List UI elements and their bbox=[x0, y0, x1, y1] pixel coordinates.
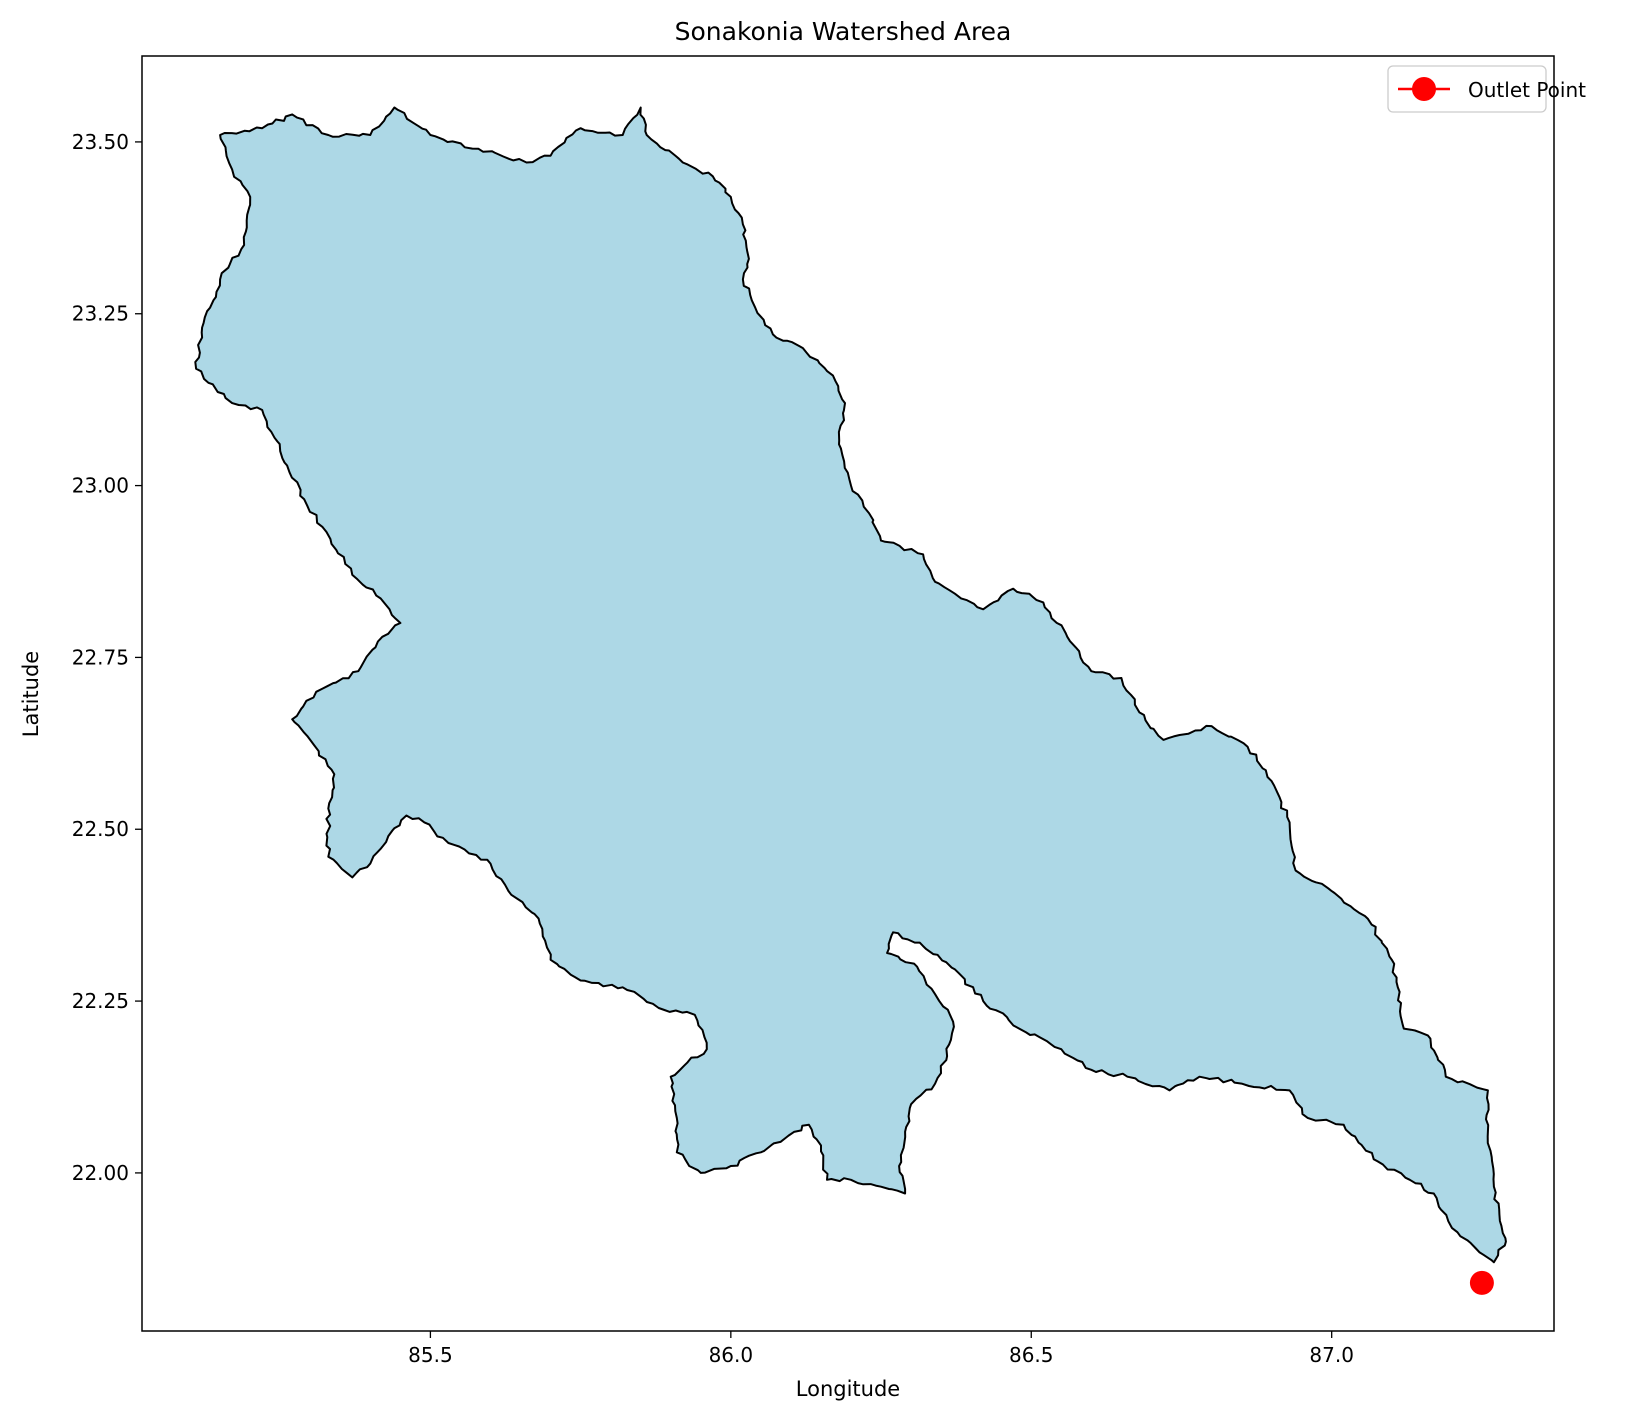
x-axis-ticks: 85.5 86.0 86.5 87.0 bbox=[408, 1331, 1354, 1367]
y-tick-label: 23.00 bbox=[72, 474, 129, 498]
y-tick-label: 22.50 bbox=[72, 817, 129, 841]
y-axis-label: Latitude bbox=[19, 651, 43, 737]
legend-box bbox=[1387, 65, 1547, 113]
x-axis-label: Longitude bbox=[796, 1377, 900, 1401]
x-tick-label: 87.0 bbox=[1309, 1343, 1354, 1367]
x-tick-label: 86.0 bbox=[709, 1343, 754, 1367]
watershed-polygon bbox=[194, 106, 1507, 1264]
x-tick-label: 85.5 bbox=[408, 1343, 453, 1367]
outlet-layer bbox=[1469, 1270, 1494, 1295]
x-tick-label: 86.5 bbox=[1009, 1343, 1054, 1367]
y-tick-label: 22.00 bbox=[72, 1161, 129, 1185]
legend-marker bbox=[1412, 77, 1436, 101]
y-axis-ticks: 22.00 22.25 22.50 22.75 23.00 23.25 23.50 bbox=[72, 130, 142, 1185]
watershed-layer bbox=[194, 106, 1507, 1264]
legend-label: Outlet Point bbox=[1468, 78, 1586, 102]
y-tick-label: 22.75 bbox=[72, 645, 129, 669]
legend: Outlet Point bbox=[1387, 65, 1586, 113]
y-tick-label: 23.25 bbox=[72, 302, 129, 326]
chart-title: Sonakonia Watershed Area bbox=[675, 17, 1012, 46]
y-tick-label: 23.50 bbox=[72, 130, 129, 154]
plot-frame bbox=[141, 55, 1555, 1332]
outlet-point-marker bbox=[1469, 1270, 1494, 1295]
y-tick-label: 22.25 bbox=[72, 989, 129, 1013]
